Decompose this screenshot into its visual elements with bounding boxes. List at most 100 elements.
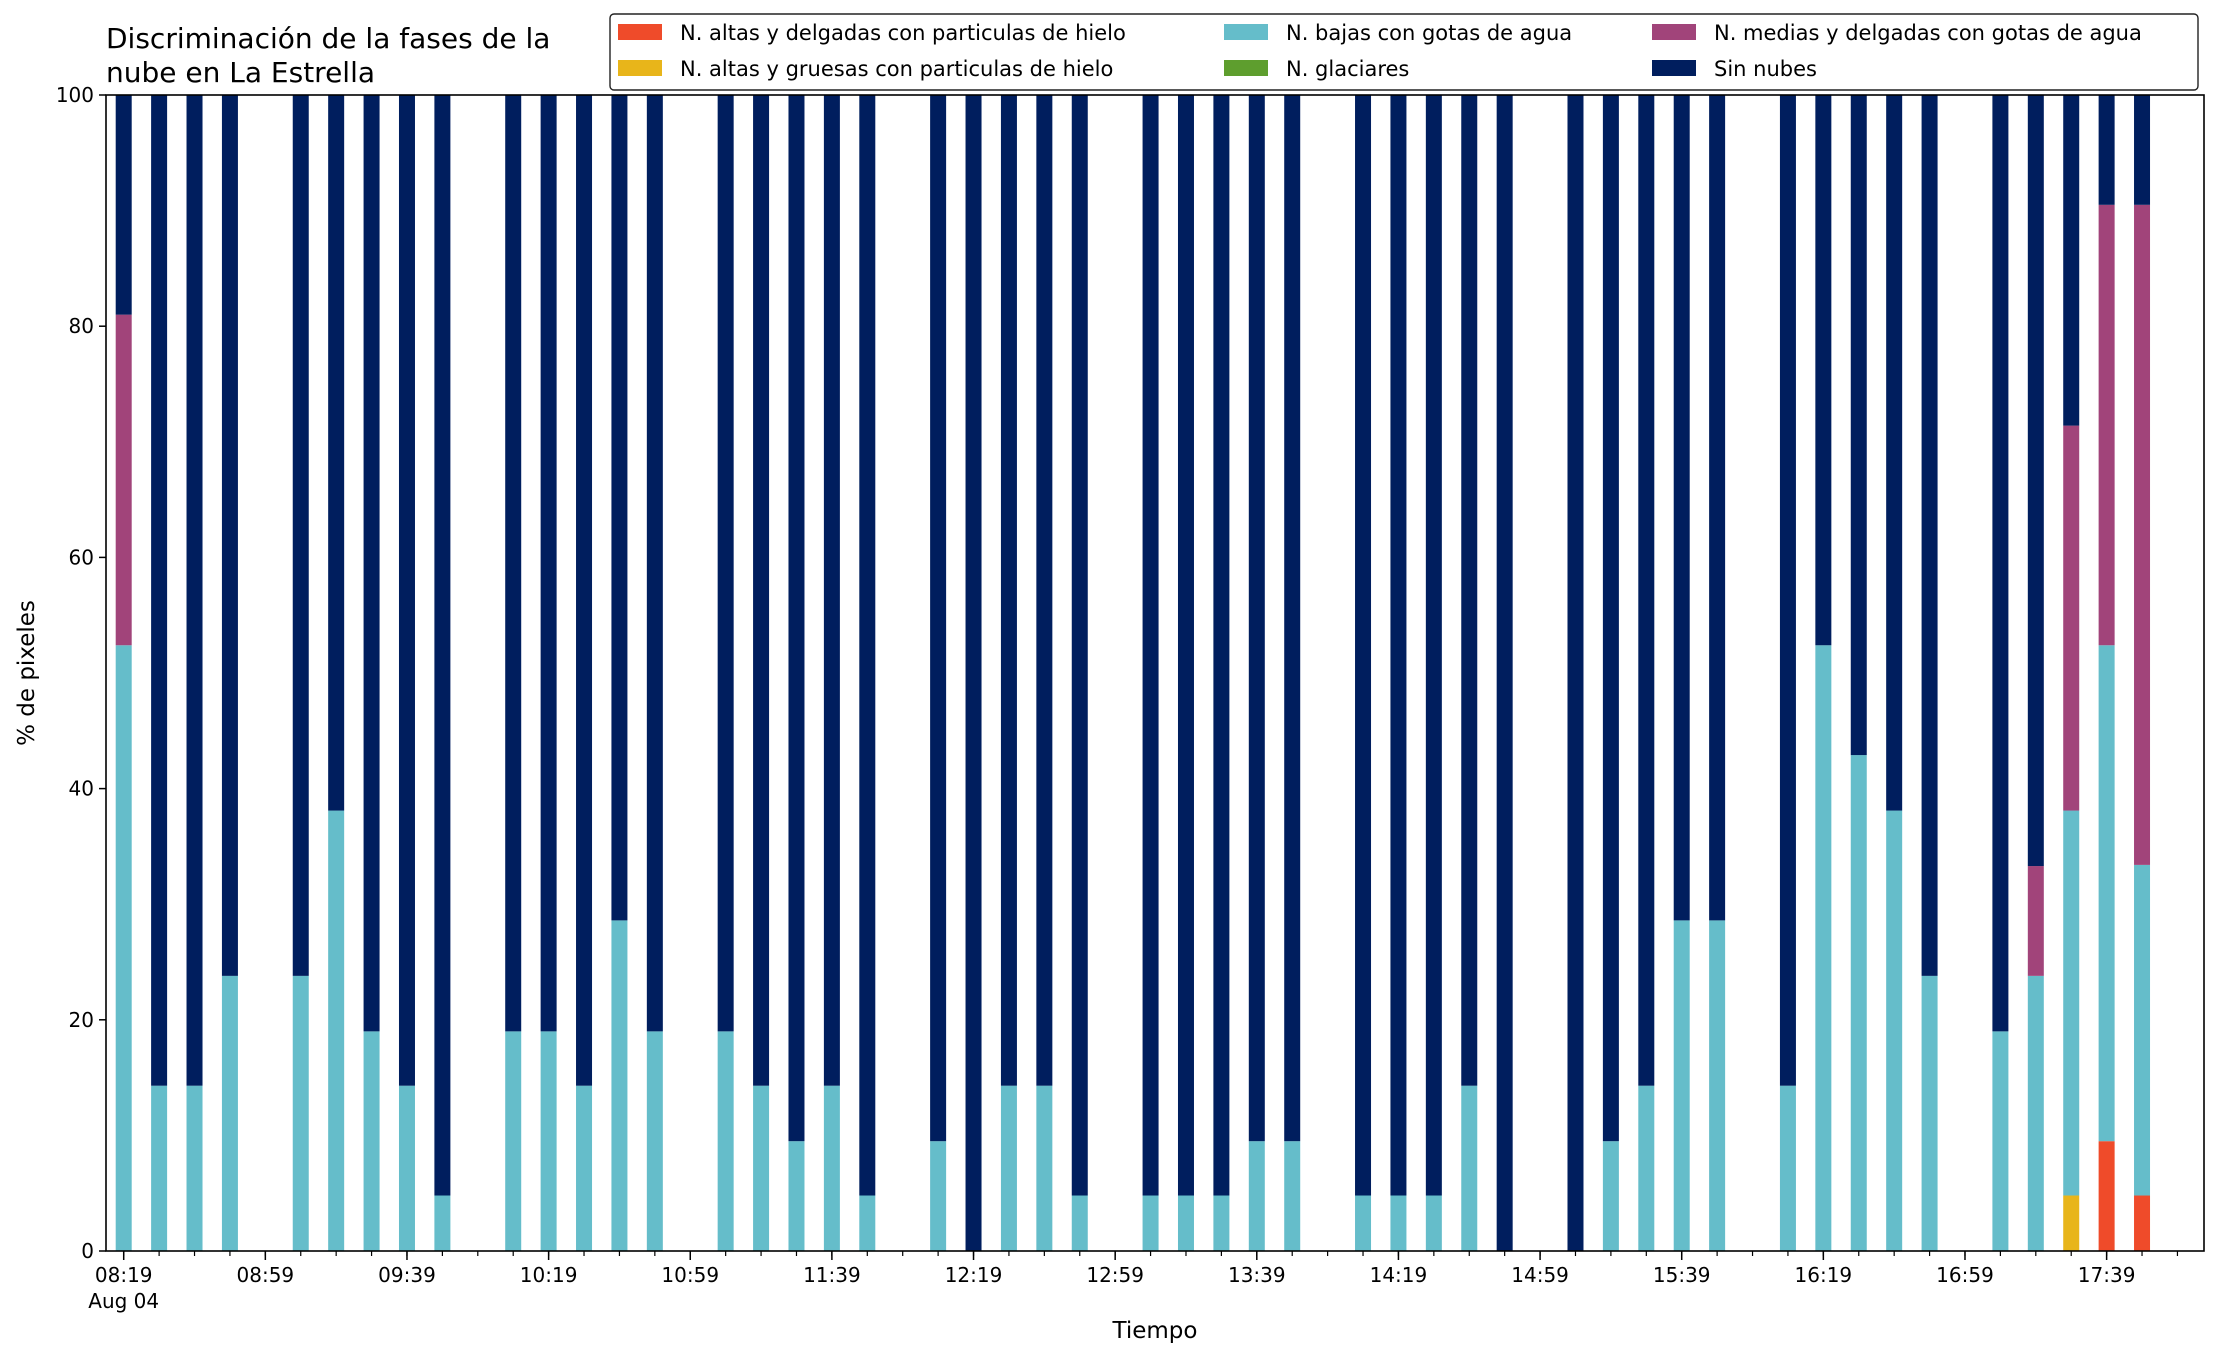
bar-segment-5-08:39 [186,95,203,1086]
bar-segment-0-17:49 [2134,1195,2151,1251]
bar-segment-5-12:09 [930,95,947,1142]
bar-segment-2-11:29 [788,1141,805,1251]
y-tick-label: 0 [81,1239,94,1263]
bar-segment-2-13:39 [1248,1141,1265,1251]
bar-segment-2-10:49 [646,1031,663,1251]
bar-segment-5-10:19 [540,95,557,1032]
bar-segment-5-14:39 [1461,95,1478,1086]
bar-segment-0-17:39 [2098,1141,2115,1251]
bar-segment-2-16:19 [1815,645,1832,1251]
bar-segment-5-13:49 [1284,95,1301,1142]
bar-segment-5-09:09 [292,95,309,976]
plot-frame [105,94,2205,1252]
x-tick-label: 11:39 [803,1263,861,1287]
y-tick-label: 40 [69,777,94,801]
bar-segment-2-14:19 [1390,1195,1407,1251]
legend-swatch-3 [1224,60,1268,76]
bar-segment-2-15:29 [1638,1085,1655,1251]
bar-segment-5-15:09 [1567,95,1584,1251]
bar-segment-5-08:29 [151,95,168,1086]
bar-segment-5-14:19 [1390,95,1407,1196]
bar-segment-2-11:19 [753,1085,770,1251]
bar-segment-5-17:29 [2063,95,2080,426]
legend-label-5: Sin nubes [1714,57,1817,81]
bar-segment-4-17:39 [2098,204,2115,646]
bar-segment-2-11:49 [859,1195,876,1251]
bar-segment-5-10:39 [611,95,628,921]
x-tick-label: 12:19 [945,1263,1003,1287]
x-tick-label: 10:19 [520,1263,578,1287]
x-tick-label: 08:59 [237,1263,295,1287]
legend-swatch-5 [1652,60,1696,76]
x-tick-sublabel: Aug 04 [88,1289,159,1313]
bar-segment-5-11:19 [753,95,770,1086]
bar-segment-2-16:29 [1850,755,1867,1251]
bar-segment-5-08:49 [221,95,238,976]
bar-segment-5-16:19 [1815,95,1832,646]
bar-segment-2-17:29 [2063,810,2080,1196]
x-tick-label: 08:19 [95,1263,153,1287]
bar-segment-2-10:39 [611,920,628,1251]
bar-segment-2-10:29 [576,1085,593,1251]
bar-segment-5-16:39 [1886,95,1903,811]
bar-segment-2-10:19 [540,1031,557,1251]
y-tick-label: 100 [56,83,94,107]
bar-segment-2-09:19 [328,810,345,1251]
bar-segment-5-16:49 [1921,95,1938,976]
y-tick-label: 20 [69,1008,94,1032]
bar-segment-5-11:39 [823,95,840,1086]
chart-title: Discriminación de la fases de la nube en… [106,22,551,89]
bar-segment-2-17:39 [2098,645,2115,1142]
x-tick-label: 14:59 [1511,1263,1569,1287]
bar-segment-5-15:19 [1602,95,1619,1142]
bar-segment-2-12:39 [1036,1085,1053,1251]
bar-segment-4-17:19 [2027,866,2044,976]
bars-layer [115,95,2151,1251]
bar-segment-2-15:49 [1709,920,1726,1251]
bar-segment-2-13:19 [1177,1195,1194,1251]
bar-segment-1-17:29 [2063,1195,2080,1251]
bar-segment-5-09:39 [398,95,415,1086]
x-tick-label: 13:39 [1228,1263,1286,1287]
bar-segment-4-17:49 [2134,204,2151,865]
bar-segment-5-17:49 [2134,95,2151,205]
bar-segment-5-14:29 [1425,95,1442,1196]
legend-box [609,13,2199,91]
bar-segment-5-16:29 [1850,95,1867,756]
legend: N. altas y delgadas con particulas de hi… [609,13,2199,91]
legend-swatch-2 [1224,24,1268,40]
x-tick-label: 12:59 [1086,1263,1144,1287]
bar-segment-2-11:09 [717,1031,734,1251]
bar-segment-5-10:29 [576,95,593,1086]
y-tick-label: 80 [69,314,94,338]
bar-segment-5-12:19 [965,95,982,1251]
x-tick-label: 16:59 [1936,1263,1994,1287]
bar-segment-2-10:09 [505,1031,522,1251]
legend-label-0: N. altas y delgadas con particulas de hi… [680,21,1126,45]
bar-segment-5-11:49 [859,95,876,1196]
x-tick-label: 09:39 [378,1263,436,1287]
legend-label-1: N. altas y gruesas con particulas de hie… [680,57,1113,81]
bar-segment-2-08:39 [186,1085,203,1251]
bar-segment-5-12:39 [1036,95,1053,1086]
y-axis-label: % de pixeles [14,600,40,746]
bar-segment-5-15:39 [1673,95,1690,921]
bar-segment-2-14:29 [1425,1195,1442,1251]
x-tick-label: 14:19 [1370,1263,1428,1287]
x-tick-label: 10:59 [661,1263,719,1287]
bar-segment-2-08:29 [151,1085,168,1251]
bar-segment-2-15:39 [1673,920,1690,1251]
bar-segment-5-08:19 [115,95,132,315]
y-tick-label: 60 [69,545,94,569]
legend-label-4: N. medias y delgadas con gotas de agua [1714,21,2142,45]
bar-segment-2-16:49 [1921,975,1938,1251]
bar-segment-2-12:49 [1071,1195,1088,1251]
x-tick-label: 17:39 [2078,1263,2136,1287]
bar-segment-2-12:09 [930,1141,947,1251]
bar-segment-5-13:39 [1248,95,1265,1142]
bar-segment-2-13:09 [1142,1195,1159,1251]
legend-swatch-4 [1652,24,1696,40]
bar-segment-2-16:09 [1779,1085,1796,1251]
